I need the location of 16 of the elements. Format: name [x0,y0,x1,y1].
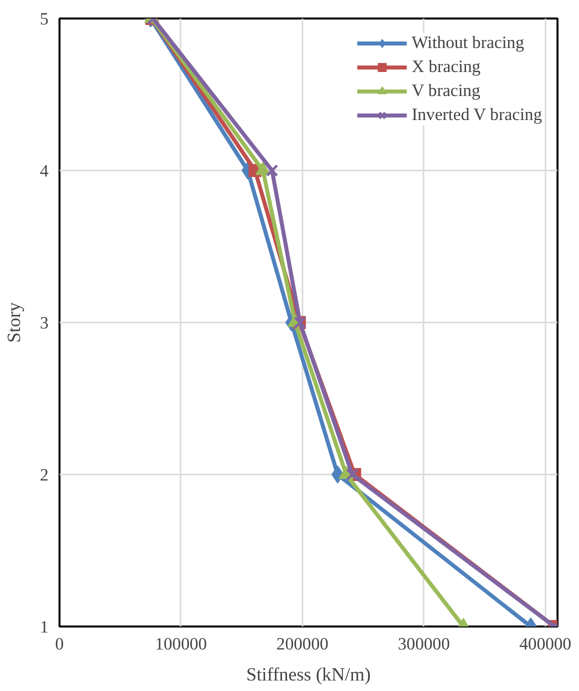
y-axis-title: Story [4,302,25,343]
y-tick-label: 1 [40,618,49,636]
x-tick-label: 100000 [154,634,207,654]
y-tick-label: 4 [40,162,49,180]
x-axis-title: Stiffness (kN/m) [246,664,371,686]
y-tick-label: 3 [40,314,49,332]
legend-label: X bracing [412,57,481,77]
x-tick-label: 0 [55,634,64,654]
x-tick-label: 200000 [276,634,328,654]
y-tick-label: 2 [40,466,49,484]
legend-label: Without bracing [412,33,524,53]
legend-label: V bracing [412,81,480,101]
legend-label: Inverted V bracing [412,105,542,125]
x-tick-label: 300000 [398,634,450,654]
x-tick-label: 400000 [519,634,572,654]
y-tick-label: 5 [40,10,49,28]
